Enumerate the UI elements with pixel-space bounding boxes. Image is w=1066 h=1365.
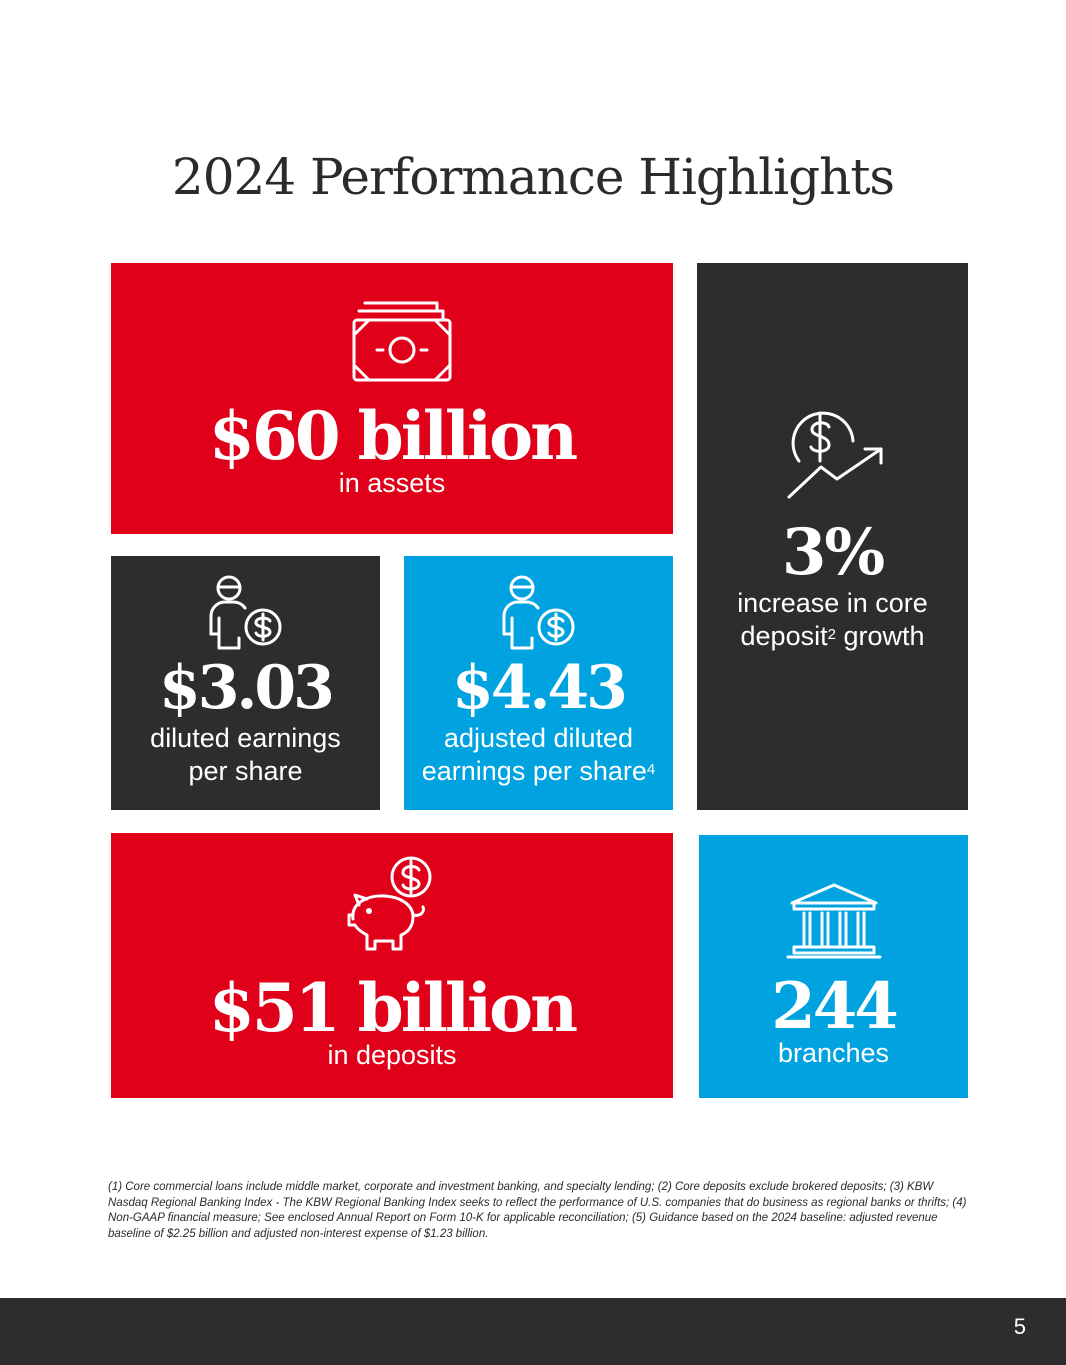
deposits-tile: $51 billion in deposits [111,833,673,1098]
adjusted-eps-value: $4.43 [452,653,628,723]
adjusted-eps-label-line2: earnings per share4 [421,756,656,786]
eps-value: $3.03 [159,653,335,723]
eps-label-line1: diluted earnings [150,723,341,753]
branches-label: branches [777,1038,890,1068]
piggy-bank-icon [345,855,441,959]
person-dollar-icon [205,574,289,654]
deposit-growth-label-line1: increase in core [737,588,928,618]
page-title: 2024 Performance Highlights [171,148,895,206]
assets-label: in assets [338,468,446,498]
deposit-growth-label-line2: deposit2 growth [740,621,925,651]
dollar-growth-icon [781,401,887,501]
bank-building-icon [786,881,882,961]
assets-value: $60 billion [208,397,578,475]
eps-label-line2: per share [188,756,303,786]
deposit-growth-value: 3% [781,515,885,590]
branches-tile: 244 branches [699,835,968,1098]
footnotes: (1) Core commercial loans include middle… [108,1181,967,1240]
deposits-value: $51 billion [208,969,578,1047]
deposits-label: in deposits [327,1040,457,1070]
eps-tile: $3.03 diluted earnings per share [111,556,380,810]
adjusted-eps-tile: $4.43 adjusted diluted earnings per shar… [404,556,673,810]
assets-tile: $60 billion in assets [111,263,673,534]
cash-icon [349,293,455,385]
deposit-growth-tile: 3% increase in core deposit2 growth [697,263,968,810]
page-number: 5 [1013,1314,1026,1339]
person-dollar-icon [498,574,582,654]
adjusted-eps-label-line1: adjusted diluted [443,723,634,753]
footer-bar: 5 [0,1298,1066,1365]
branches-value: 244 [771,969,899,1044]
